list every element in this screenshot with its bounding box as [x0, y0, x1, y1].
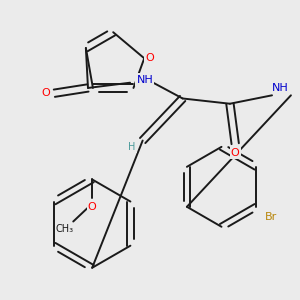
Text: O: O [145, 53, 154, 63]
Text: CH₃: CH₃ [56, 224, 74, 234]
Text: O: O [231, 148, 240, 158]
Text: NH: NH [136, 74, 153, 85]
Text: O: O [88, 202, 97, 212]
Text: O: O [41, 88, 50, 98]
Text: Br: Br [265, 212, 277, 222]
Text: H: H [128, 142, 136, 152]
Text: NH: NH [272, 83, 289, 93]
